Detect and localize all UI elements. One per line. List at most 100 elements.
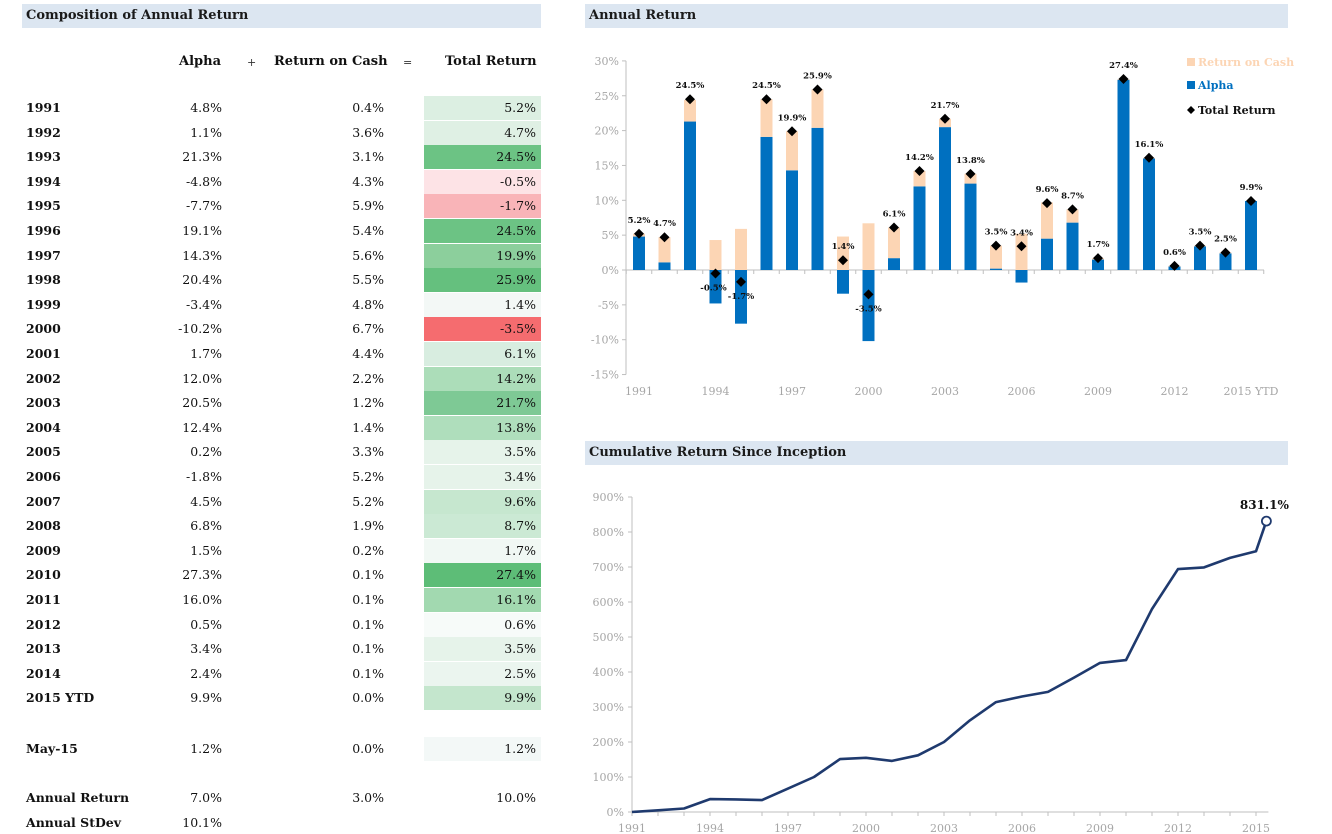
alpha-bar [1245,200,1257,270]
table-row: 2014 2.4% 0.1% 2.5% [0,661,560,686]
y-tick-label: 100% [593,771,624,784]
row-return-on-cash: 1.2% [352,395,384,411]
row-total-return: -0.5% [424,169,541,194]
row-year: 1992 [26,124,61,140]
end-value-label: 831.1% [1240,498,1290,512]
table-row: 2013 3.4% 0.1% 3.5% [0,637,560,662]
row-return-on-cash: 0.1% [352,567,384,583]
row-year: 2001 [26,346,61,361]
alpha-bar [709,270,722,304]
total-return-marker [634,228,644,239]
row-alpha: 19.1% [182,223,222,238]
y-tick-label: -5% [598,299,619,312]
table-row: 1998 20.4% 5.5% 25.9% [0,268,560,293]
month-row: May-15 1.2% 0.0% 1.2% [0,737,560,761]
y-tick-label: 10% [595,194,619,207]
alpha-bar [633,236,645,270]
total-return-data-label: 4.7% [653,219,676,229]
y-tick-label: 5% [602,229,619,242]
table-row: 1993 21.3% 3.1% 24.5% [0,145,560,170]
row-total-return: 9.6% [424,489,541,514]
row-total-return: 9.9% [424,686,541,711]
x-tick-label: 1994 [702,385,730,398]
y-tick-label: 300% [593,701,624,714]
row-total-return: 21.7% [424,391,541,416]
x-tick-label: 2015 [1242,822,1270,834]
row-alpha: 20.4% [182,272,222,288]
row-return-on-cash: 0.0% [352,741,384,756]
row-return-on-cash: 0.4% [352,100,384,115]
table-row: 1995 -7.7% 5.9% -1.7% [0,194,560,219]
row-alpha: 0.2% [190,444,222,460]
row-return-on-cash: 4.4% [352,346,384,361]
row-alpha: 1.1% [190,124,222,140]
total-return-marker [685,94,695,105]
return-on-cash-bar [760,99,773,137]
row-alpha: 12.0% [182,370,222,386]
total-return-data-label: 27.4% [1109,61,1138,71]
y-tick-label: 700% [593,561,624,574]
cumulative-return-line [631,520,1268,814]
x-tick-label: 2003 [930,822,958,834]
row-year: 2006 [26,469,61,484]
row-return-on-cash: 0.1% [352,641,384,657]
summary-return-on-cash: 3.0% [352,790,384,805]
table-row: 2007 4.5% 5.2% 9.6% [0,489,560,514]
return-on-cash-bar [862,223,875,270]
row-year: 2012 [26,616,61,632]
table-row: 2001 1.7% 4.4% 6.1% [0,342,560,366]
return-on-cash-bar [1041,202,1053,239]
total-return-data-label: 3.4% [1010,228,1033,238]
row-year: 1995 [26,198,61,214]
table-row: 1997 14.3% 5.6% 19.9% [0,243,560,268]
row-alpha: 9.9% [190,690,222,706]
total-return-data-label: 24.5% [676,81,705,91]
y-tick-label: 20% [595,125,619,138]
total-return-marker [1169,260,1180,271]
row-alpha: 20.5% [182,395,222,411]
table-row: 2011 16.0% 0.1% 16.1% [0,588,560,612]
row-return-on-cash: 4.3% [352,173,384,189]
table-row: 2000 -10.2% 6.7% -3.5% [0,317,560,342]
row-alpha: 14.3% [182,247,222,263]
return-on-cash-bar [913,171,926,187]
row-total-return: 24.5% [424,145,541,170]
row-year: 2011 [26,592,61,607]
row-return-on-cash: 5.4% [352,223,384,238]
end-point-marker [1261,515,1272,527]
summary-label: Annual StDev [26,814,122,830]
total-return-marker [940,113,950,124]
total-return-data-label: -0.5% [700,283,726,293]
table-row: 2006 -1.8% 5.2% 3.4% [0,465,560,489]
total-return-marker [1093,253,1103,264]
row-total-return: 25.9% [424,268,541,293]
annual-return-chart: 30% 25% 20% 15% 10% 5% 0% -5% -10% -15% 1991 1994 19… [591,55,1294,398]
row-year: May-15 [26,741,78,756]
total-return-marker [1144,152,1154,163]
row-return-on-cash: 3.6% [352,124,384,140]
row-total-return: 24.5% [424,219,541,243]
summary-label: Annual Return [26,790,130,805]
summary-row: Annual Return 7.0% 3.0% 10.0% [0,786,560,810]
total-return-data-label: 21.7% [931,101,960,111]
header-alpha: Alpha [179,54,221,69]
alpha-bar [939,127,951,271]
total-return-marker [1042,198,1052,209]
row-year: 2005 [26,444,61,460]
total-return-marker [1067,204,1078,215]
total-return-marker [761,94,772,105]
row-alpha: 2.4% [190,665,222,681]
row-alpha: -4.8% [186,173,222,189]
return-on-cash-bar [684,99,696,122]
row-return-on-cash: 5.2% [352,469,384,484]
summary-row: Annual StDev 10.1% [0,811,560,834]
alpha-bar [1219,253,1232,270]
alpha-bar [658,262,671,270]
alpha-bar [964,183,977,270]
x-tick-label: 1991 [618,822,646,834]
total-return-marker [889,222,899,233]
x-tick-label: 2012 [1161,385,1189,398]
return-on-cash-bar [811,89,824,128]
row-alpha: 1.5% [190,542,222,558]
total-return-data-label: 13.8% [956,156,985,166]
